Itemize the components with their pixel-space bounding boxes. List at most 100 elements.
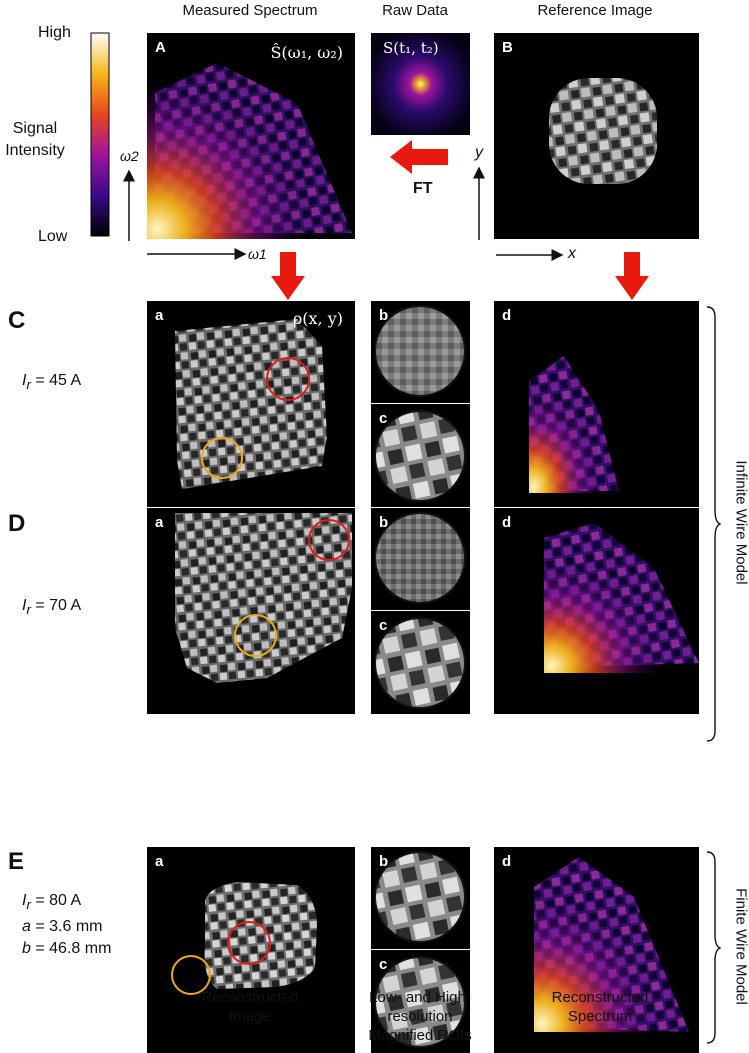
row-e-red-roi <box>227 921 271 965</box>
row-c-panel-a: a ρ(x, y) <box>147 301 355 507</box>
colorbar-high-label: High <box>38 24 71 41</box>
row-c-panel-c: c <box>371 404 470 507</box>
colorbar <box>90 32 110 237</box>
caption-rois: Low- and High- resolution Magnified ROIs <box>355 988 485 1045</box>
row-d-ir-value: = 70 A <box>35 597 82 614</box>
caption-rois-line2: resolution <box>387 1008 453 1025</box>
row-d-panel-c: c <box>371 611 470 714</box>
row-e-sub-d: d <box>502 853 512 870</box>
raw-data-image <box>371 33 470 135</box>
row-e-b-value: = 46.8 mm <box>35 940 112 958</box>
panel-a-math: Ŝ(ω₁, ω₂) <box>270 43 343 62</box>
caption-reconstructed-spectrum: Reconstructed Spectrum <box>520 988 680 1026</box>
panel-a-letter: A <box>155 39 166 56</box>
row-d-sub-d: d <box>502 514 512 531</box>
row-c-param-ir: Ir = 45 A <box>22 370 81 396</box>
ft-label: FT <box>413 180 433 197</box>
finite-model-label: Finite Wire Model <box>732 888 749 1005</box>
colorbar-low-label: Low <box>38 228 68 245</box>
omega1-label: ω1 <box>248 246 267 262</box>
caption-rois-line1: Low- and High- <box>369 989 471 1006</box>
down-arrow-right <box>615 252 649 300</box>
row-c-sub-a: a <box>155 307 164 324</box>
row-d-panel-d: d <box>494 508 699 714</box>
row-d-panel-b: b <box>371 508 470 610</box>
row-d-high-res-roi <box>374 617 466 709</box>
row-d-params: Ir = 70 A <box>22 595 81 621</box>
row-d-param-ir: Ir = 70 A <box>22 595 81 621</box>
ir-symbol: I <box>22 597 27 614</box>
row-e-sub-c: c <box>379 956 388 973</box>
row-c-low-res-roi <box>374 305 466 397</box>
row-d-reconstructed-spectrum <box>544 523 699 673</box>
row-e-letter: E <box>8 848 25 875</box>
ir-subscript: r <box>26 897 31 913</box>
omega1-axis-arrow <box>147 248 247 260</box>
row-e-sub-a: a <box>155 853 164 870</box>
infinite-model-label: Infinite Wire Model <box>732 460 749 585</box>
row-c-math: ρ(x, y) <box>292 309 343 328</box>
row-c-reconstructed-image <box>175 319 327 489</box>
caption-recon-image-line2: Image <box>229 1008 271 1025</box>
finite-model-bracket <box>706 851 721 1044</box>
colorbar-title: Signal Intensity <box>2 118 68 162</box>
caption-recon-image-line1: Reconstructed <box>201 989 299 1006</box>
row-c-high-res-roi <box>374 410 466 502</box>
row-c-sub-d: d <box>502 307 512 324</box>
row-e-param-a: a = 3.6 mm <box>22 916 111 938</box>
caption-reconstructed-image: Reconstructed Image <box>170 988 330 1026</box>
row-c-yellow-roi <box>201 437 243 479</box>
row-c-sub-b: b <box>379 307 389 324</box>
row-e-panel-b: b <box>371 847 470 949</box>
row-e-panel-d: d <box>494 847 699 1053</box>
row-c-ir-value: = 45 A <box>35 372 82 389</box>
row-e-reconstructed-spectrum <box>534 857 694 1032</box>
row-d-sub-c: c <box>379 617 388 634</box>
row-c-letter: C <box>8 307 26 334</box>
omega2-axis-arrow <box>123 169 135 241</box>
a-symbol: a <box>22 918 31 936</box>
colorbar-title-line2: Intensity <box>5 142 65 159</box>
ir-symbol: I <box>22 372 27 389</box>
row-e-yellow-roi <box>171 955 211 995</box>
caption-recon-spectrum-line2: Spectrum <box>567 1008 633 1025</box>
row-e-panel-a: a <box>147 847 355 1053</box>
row-c-red-roi <box>266 357 310 401</box>
x-label: x <box>568 245 576 262</box>
panel-b-letter: B <box>502 39 513 56</box>
row-c-reconstructed-spectrum <box>529 356 624 493</box>
row-e-ir-value: = 80 A <box>35 892 82 909</box>
x-axis-arrow <box>496 249 564 261</box>
row-d-sub-b: b <box>379 514 389 531</box>
header-raw-data: Raw Data <box>382 2 448 19</box>
row-e-panel-c: c <box>371 950 470 1053</box>
row-c-sub-c: c <box>379 410 388 427</box>
header-measured-spectrum: Measured Spectrum <box>182 2 318 19</box>
panel-a-measured-spectrum: A Ŝ(ω₁, ω₂) <box>147 33 355 239</box>
y-label: y <box>475 144 483 161</box>
row-c-panel-d: d <box>494 301 699 507</box>
row-d-yellow-roi <box>234 614 277 657</box>
row-e-param-b: b = 46.8 mm <box>22 938 111 960</box>
row-e-high-res-roi <box>374 956 466 1048</box>
ir-subscript: r <box>26 377 31 393</box>
row-d-sub-a: a <box>155 514 164 531</box>
panel-b-reference-image: B <box>494 33 699 239</box>
row-e-params: Ir = 80 A a = 3.6 mm b = 46.8 mm <box>22 890 111 960</box>
row-e-param-ir: Ir = 80 A <box>22 890 111 916</box>
row-e-sub-b: b <box>379 853 389 870</box>
row-e-low-res-roi <box>374 851 466 943</box>
row-c-panel-b: b <box>371 301 470 403</box>
ir-subscript: r <box>26 602 31 618</box>
caption-recon-spectrum-line1: Reconstructed <box>551 989 649 1006</box>
y-axis-arrow <box>473 166 485 240</box>
row-c-params: Ir = 45 A <box>22 370 81 396</box>
row-d-panel-a: a <box>147 508 355 714</box>
spectrum-image <box>147 33 355 239</box>
infinite-model-bracket <box>706 306 721 742</box>
row-d-low-res-roi <box>374 512 466 604</box>
down-arrow-left <box>271 252 305 300</box>
b-symbol: b <box>22 940 31 958</box>
row-e-a-value: = 3.6 mm <box>35 918 103 936</box>
omega2-label: ω2 <box>120 148 139 164</box>
